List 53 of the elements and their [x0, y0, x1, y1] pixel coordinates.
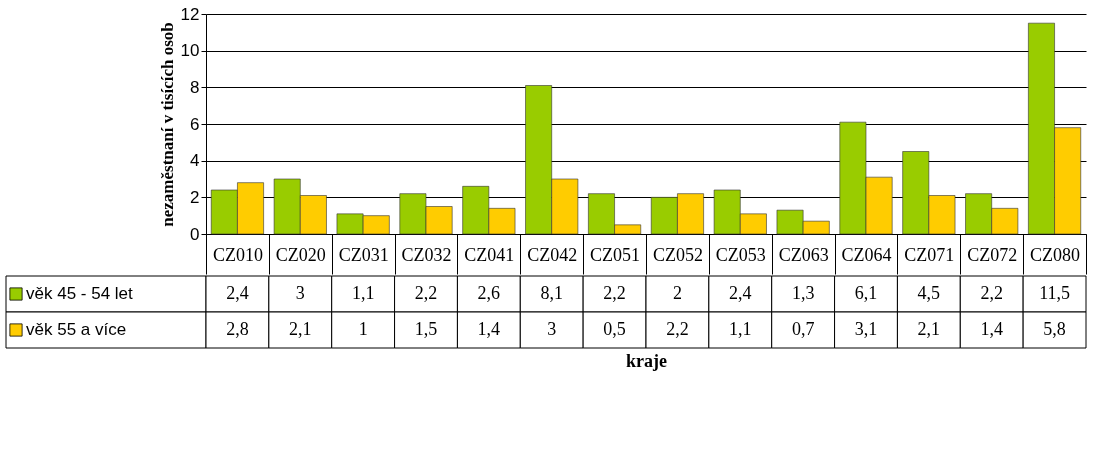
x-tick-label: CZ052 [652, 244, 703, 265]
y-tick-label: 12 [180, 4, 200, 24]
x-tick-label: CZ053 [715, 244, 766, 265]
data-label: 3,1 [854, 319, 878, 339]
data-label: 2,6 [477, 283, 501, 303]
y-tick-label: 8 [190, 77, 200, 97]
x-tick-label: CZ031 [338, 244, 389, 265]
data-label: 5,8 [1043, 319, 1066, 339]
x-tick-label: CZ051 [590, 244, 641, 265]
x-tick-label: CZ032 [401, 244, 452, 265]
data-label: 2,1 [289, 319, 312, 339]
data-label: 2,2 [666, 319, 689, 339]
data-label: 2,8 [226, 319, 249, 339]
y-tick-label: 2 [190, 187, 200, 207]
x-tick-label: CZ071 [904, 244, 955, 265]
x-tick-label: CZ041 [464, 244, 515, 265]
data-label: 1 [358, 319, 368, 339]
data-label: 2 [672, 283, 682, 303]
x-tick-label: CZ080 [1030, 244, 1081, 265]
data-label: 2,4 [729, 283, 752, 303]
x-axis-title: kraje [626, 350, 667, 371]
legend-label: věk 55 a více [26, 320, 127, 339]
data-label: 1,4 [980, 319, 1003, 339]
data-label: 1,1 [729, 319, 752, 339]
data-label: 0,7 [791, 319, 815, 339]
y-axis-title: nezaměstnaní v tisících osob [157, 22, 177, 227]
x-tick-label: CZ063 [778, 244, 829, 265]
data-label: 8,1 [540, 283, 563, 303]
data-label: 11,5 [1039, 283, 1070, 303]
data-label: 1,3 [791, 283, 815, 303]
data-label: 1,1 [351, 283, 375, 303]
x-tick-label: CZ010 [212, 244, 263, 265]
data-label: 2,2 [414, 283, 438, 303]
data-label: 4,5 [917, 283, 941, 303]
y-tick-label: 6 [190, 114, 200, 134]
y-tick-label: 4 [190, 151, 200, 171]
data-label: 1,4 [477, 319, 501, 339]
data-label: 6,1 [854, 283, 878, 303]
data-label: 2,2 [980, 283, 1003, 303]
data-label: 3 [547, 319, 557, 339]
y-tick-label: 10 [180, 41, 200, 61]
x-tick-label: CZ072 [967, 244, 1018, 265]
data-label: 2,1 [917, 319, 941, 339]
x-tick-label: CZ020 [275, 244, 326, 265]
data-label: 2,2 [603, 283, 626, 303]
x-tick-label: CZ064 [841, 244, 892, 265]
data-label: 1,5 [414, 319, 438, 339]
legend-label: věk 45 - 54 let [26, 284, 134, 303]
y-tick-label: 0 [190, 224, 200, 244]
data-label: 0,5 [603, 319, 626, 339]
data-label: 3 [295, 283, 305, 303]
x-tick-label: CZ042 [527, 244, 578, 265]
data-label: 2,4 [226, 283, 249, 303]
